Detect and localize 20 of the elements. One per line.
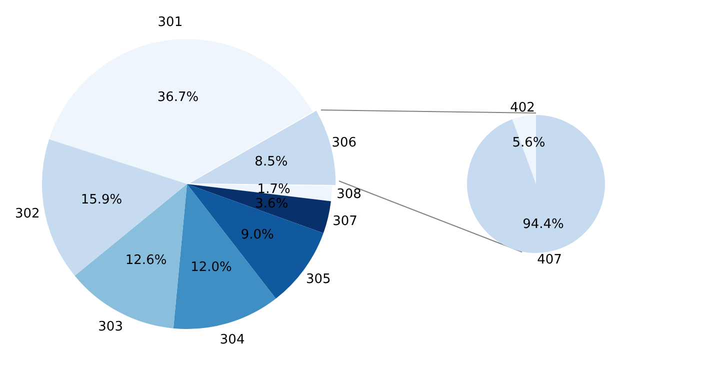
data-label: 15.9% [80, 192, 122, 208]
slice-label: 304 [220, 332, 245, 348]
slice-label: 407 [537, 252, 562, 268]
slice-label: 402 [510, 100, 535, 116]
data-label: 94.4% [522, 217, 564, 232]
slice-label: 303 [98, 320, 123, 335]
data-label: 8.5% [254, 154, 288, 170]
slice-label: 306 [332, 135, 357, 150]
slice-label: 305 [306, 272, 331, 287]
data-label: 36.7% [157, 90, 199, 105]
data-label: 3.6% [255, 196, 288, 212]
slice-label: 308 [336, 187, 362, 202]
data-label: 9.0% [240, 228, 274, 243]
slice-label: 302 [14, 206, 40, 222]
slice-label: 301 [158, 14, 183, 30]
data-label: 1.7% [257, 182, 290, 198]
slice-label: 307 [332, 214, 358, 229]
data-label: 12.6% [125, 253, 167, 268]
data-label: 5.6% [512, 136, 546, 151]
data-label: 12.0% [190, 260, 232, 275]
